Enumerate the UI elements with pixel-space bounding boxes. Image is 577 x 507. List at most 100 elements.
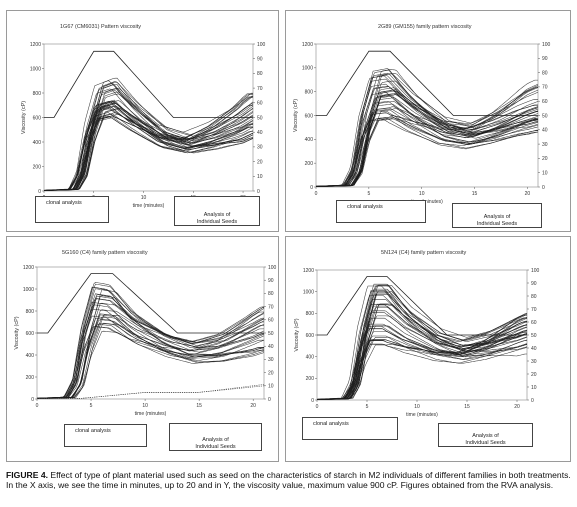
viscosity-series-line (37, 302, 264, 399)
chart-svg: 0200400600800100012000102030405060708090… (293, 42, 551, 205)
y-tick-label: 800 (306, 311, 315, 317)
viscosity-series-line (44, 91, 254, 191)
y2-tick-label: 40 (531, 346, 537, 352)
individual-seeds-box: Analysis of Individual Seeds (438, 423, 533, 447)
y-axis-label: Viscosity (cP) (21, 101, 27, 134)
x-axis-label: time (minutes) (406, 412, 438, 418)
viscosity-series-line (317, 292, 528, 400)
viscosity-series-line (44, 100, 254, 191)
y2-tick-label: 0 (268, 397, 271, 403)
y2-tick-label: 30 (257, 145, 263, 151)
viscosity-series-line (43, 105, 253, 191)
viscosity-series-line (37, 314, 265, 399)
y2-tick-label: 70 (542, 85, 548, 91)
y2-tick-label: 100 (542, 42, 551, 48)
viscosity-series-line (316, 74, 538, 187)
x-tick-label: 5 (366, 404, 369, 410)
chart-title: 5N124 (C4) family pattern viscosity (381, 250, 467, 256)
caption-text: Effect of type of plant material used su… (6, 470, 571, 491)
viscosity-series-line (37, 330, 265, 399)
y2-tick-label: 70 (268, 304, 274, 310)
chart-title: 5G160 (C4) family pattern viscosity (62, 250, 148, 256)
viscosity-series-line (44, 88, 254, 191)
viscosity-series-line (316, 73, 539, 187)
viscosity-series-line (316, 86, 539, 187)
x-tick-label: 0 (316, 404, 319, 410)
y-tick-label: 600 (26, 331, 35, 337)
viscosity-series-line (37, 323, 265, 399)
y2-tick-label: 30 (268, 357, 274, 363)
y2-tick-label: 20 (268, 370, 274, 376)
y-tick-label: 400 (26, 353, 35, 359)
y-axis-label: Viscosity (cP) (293, 99, 299, 132)
x-tick-label: 20 (514, 404, 520, 410)
clonal-analysis-box: clonal analysis (302, 417, 398, 440)
y2-tick-label: 30 (531, 359, 537, 365)
viscosity-series-line (37, 286, 264, 399)
viscosity-series-line (44, 115, 253, 191)
viscosity-series-line (36, 295, 265, 399)
individual-seeds-box: Analysis of Individual Seeds (169, 423, 262, 451)
x-tick-label: 10 (419, 191, 425, 197)
low-viscosity-series-line (37, 385, 265, 399)
y-tick-label: 200 (305, 161, 314, 167)
y2-tick-label: 0 (542, 185, 545, 191)
x-tick-label: 5 (367, 191, 370, 197)
y2-tick-label: 60 (531, 320, 537, 326)
y2-tick-label: 90 (257, 57, 263, 63)
y2-tick-label: 0 (531, 398, 534, 404)
clonal-analysis-box: clonal analysis (35, 196, 109, 223)
chart-panel: 0 200 400 600 800 1000 1200 0 10 20 30 40 50 60 70 80 90… (285, 10, 571, 232)
individual-seeds-box-line: Analysis of (203, 212, 231, 218)
y2-tick-label: 10 (268, 384, 274, 390)
viscosity-series-line (316, 69, 539, 187)
viscosity-series-line (37, 304, 264, 399)
chart-panel: 0 200 400 600 800 1000 1200 0 10 20 30 40 50 60 70 80 90… (6, 236, 279, 462)
individual-seeds-box: Analysis of Individual Seeds (452, 203, 542, 228)
temperature-profile-line (316, 50, 538, 116)
y-tick-label: 0 (38, 189, 41, 195)
chart-svg: 0200400600800100012000102030405060708090… (14, 265, 277, 417)
chart-panel: 0 200 400 600 800 1000 1200 0 10 20 30 40 50 60 70 80 90… (285, 236, 571, 462)
x-axis-label: time (minutes) (411, 199, 443, 205)
viscosity-series-line (315, 101, 538, 187)
y2-tick-label: 80 (257, 71, 263, 77)
y2-tick-label: 40 (257, 130, 263, 136)
x-tick-label: 15 (472, 191, 478, 197)
y2-tick-label: 80 (268, 291, 274, 297)
viscosity-series-line (315, 119, 538, 187)
viscosity-series-line (37, 289, 265, 399)
y2-tick-label: 80 (542, 70, 548, 76)
y2-tick-label: 90 (531, 281, 537, 287)
y-tick-label: 1200 (302, 42, 313, 48)
viscosity-series-line (37, 295, 265, 399)
y-tick-label: 1000 (30, 66, 41, 72)
y-tick-label: 600 (306, 333, 315, 339)
temperature-profile-line (37, 273, 264, 334)
viscosity-series-line (44, 80, 253, 191)
y-tick-label: 600 (33, 115, 42, 121)
viscosity-series-line (316, 103, 539, 187)
y-tick-label: 0 (311, 398, 314, 404)
y-tick-label: 800 (33, 91, 42, 97)
viscosity-series-line (316, 321, 527, 400)
viscosity-series-line (44, 87, 254, 191)
x-axis-label: time (minutes) (135, 411, 167, 417)
viscosity-series-line (44, 92, 253, 191)
y-tick-label: 800 (305, 89, 314, 95)
x-tick-label: 20 (250, 403, 256, 409)
clonal-analysis-box: clonal analysis (336, 200, 426, 223)
viscosity-series-line (37, 319, 265, 399)
viscosity-series-line (316, 107, 539, 187)
individual-seeds-box-line: Individual Seeds (196, 218, 238, 225)
y2-tick-label: 90 (268, 278, 274, 284)
caption-label: FIGURE 4. (6, 470, 49, 480)
y2-tick-label: 60 (542, 99, 548, 105)
individual-seeds-box-line: Analysis of (472, 433, 499, 439)
x-tick-label: 5 (90, 403, 93, 409)
chart-panel: 0 200 400 600 800 1000 1200 0 10 20 30 40 50 60 70 80 90… (6, 10, 279, 232)
viscosity-series-line (315, 85, 538, 187)
viscosity-series-line (44, 82, 254, 191)
chart-title: 1G67 (CM6031) Pattern viscosity (60, 24, 142, 30)
viscosity-series-line (315, 70, 539, 187)
